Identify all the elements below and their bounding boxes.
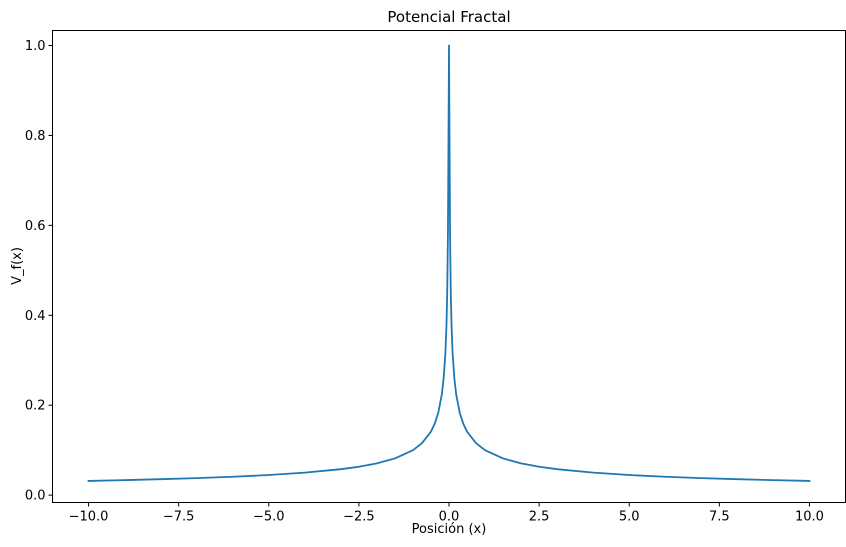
- y-tick-label: 0.8: [25, 129, 46, 144]
- chart-title: Potencial Fractal: [387, 8, 510, 26]
- x-tick-label: 2.5: [529, 510, 550, 525]
- y-axis-label: V_f(x): [10, 247, 25, 285]
- y-axis: 0.0 0.2 0.4 0.6 0.8 1.0: [25, 39, 53, 504]
- y-tick-label: 0.4: [25, 309, 46, 324]
- x-tick-label: −2.5: [343, 510, 375, 525]
- y-tick-label: 0.6: [25, 219, 46, 234]
- y-tick-label: 1.0: [25, 39, 46, 54]
- x-axis-label: Posición (x): [412, 522, 487, 537]
- x-tick-label: 10.0: [795, 510, 824, 525]
- y-tick-label: 0.2: [25, 399, 46, 414]
- x-tick-label: −5.0: [253, 510, 285, 525]
- x-tick-label: 7.5: [709, 510, 730, 525]
- x-tick-label: 5.0: [619, 510, 640, 525]
- series-line: [87, 44, 811, 482]
- y-tick-label: 0.0: [25, 489, 46, 504]
- x-axis: −10.0 −7.5 −5.0 −2.5 0.0 2.5 5.0 7.5 10.0: [69, 502, 824, 525]
- x-tick-label: 0.0: [439, 510, 460, 525]
- x-tick-label: −7.5: [163, 510, 195, 525]
- x-tick-label: −10.0: [69, 510, 109, 525]
- plot-area: [87, 44, 811, 482]
